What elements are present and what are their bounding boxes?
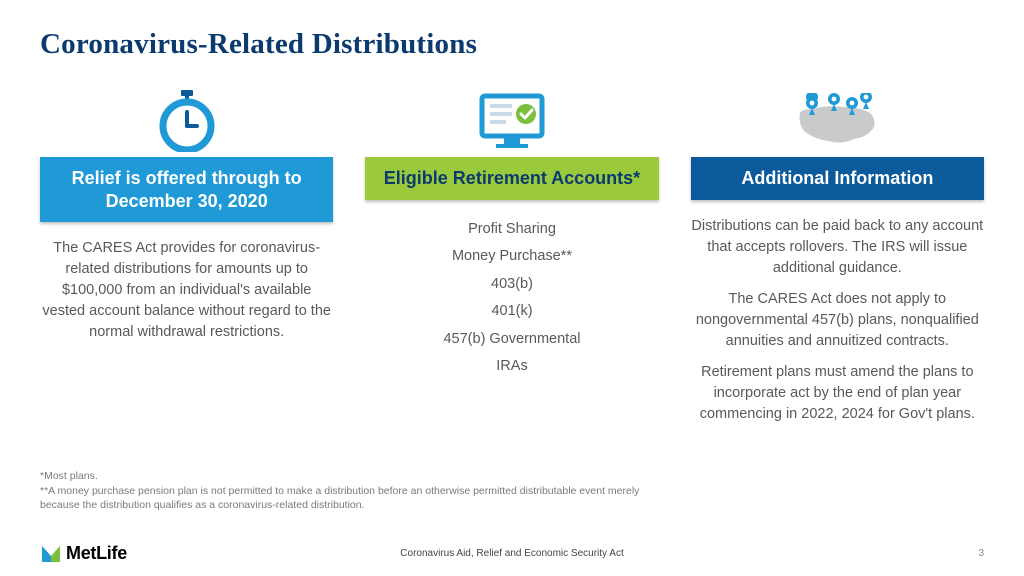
slide: Coronavirus-Related Distributions Relief… <box>0 0 1024 576</box>
logo-text: MetLife <box>66 543 127 564</box>
body-relief: The CARES Act provides for coronavirus-r… <box>40 238 333 353</box>
para: The CARES Act provides for coronavirus-r… <box>40 238 333 343</box>
monitor-check-icon <box>478 85 546 157</box>
page-title: Coronavirus-Related Distributions <box>40 28 984 61</box>
column-relief: Relief is offered through to December 30… <box>40 85 333 435</box>
columns: Relief is offered through to December 30… <box>40 85 984 435</box>
para: Retirement plans must amend the plans to… <box>691 362 984 425</box>
footer: MetLife Coronavirus Aid, Relief and Econ… <box>0 530 1024 576</box>
stopwatch-icon <box>159 85 215 157</box>
body-additional: Distributions can be paid back to any ac… <box>691 216 984 435</box>
footer-subtitle: Coronavirus Aid, Relief and Economic Sec… <box>400 548 623 559</box>
column-additional: Additional Information Distributions can… <box>691 85 984 435</box>
list-item: 403(b) <box>443 271 580 299</box>
banner-eligible: Eligible Retirement Accounts* <box>365 157 658 200</box>
footnote: **A money purchase pension plan is not p… <box>40 484 640 512</box>
list-item: Money Purchase** <box>443 243 580 271</box>
logo-mark-icon <box>40 542 62 564</box>
banner-relief: Relief is offered through to December 30… <box>40 157 333 222</box>
para: The CARES Act does not apply to nongover… <box>691 289 984 352</box>
footnotes: *Most plans. **A money purchase pension … <box>40 469 640 512</box>
list-item: Profit Sharing <box>443 216 580 244</box>
eligible-list: Profit Sharing Money Purchase** 403(b) 4… <box>443 216 580 381</box>
us-pins-icon <box>794 85 880 157</box>
list-item: 401(k) <box>443 298 580 326</box>
list-item: 457(b) Governmental <box>443 326 580 354</box>
metlife-logo: MetLife <box>40 542 127 564</box>
page-number: 3 <box>978 548 984 559</box>
list-item: IRAs <box>443 353 580 381</box>
para: Distributions can be paid back to any ac… <box>691 216 984 279</box>
banner-additional: Additional Information <box>691 157 984 200</box>
footnote: *Most plans. <box>40 469 640 483</box>
column-eligible: Eligible Retirement Accounts* Profit Sha… <box>365 85 658 435</box>
